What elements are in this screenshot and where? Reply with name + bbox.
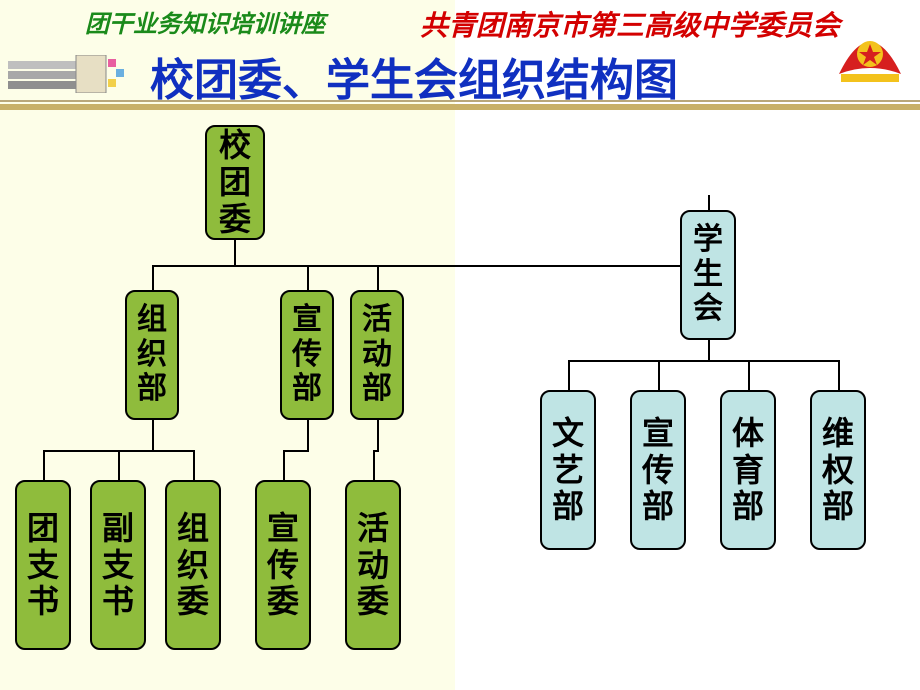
org-node-tyb: 体育部 — [720, 390, 776, 550]
connector — [377, 420, 379, 450]
org-node-char: 部 — [822, 488, 854, 525]
org-node-char: 会 — [693, 292, 723, 327]
org-node-char: 支 — [102, 547, 134, 584]
org-node-xcw: 宣传委 — [255, 480, 311, 650]
org-node-char: 宣 — [267, 510, 299, 547]
org-node-char: 文 — [552, 415, 584, 452]
page-title: 校团委、学生会组织结构图 — [150, 44, 678, 108]
org-node-org: 组织部 — [125, 290, 179, 420]
connector — [377, 265, 379, 290]
org-node-char: 传 — [642, 452, 674, 489]
org-node-char: 委 — [357, 583, 389, 620]
connector — [748, 360, 750, 390]
org-node-char: 活 — [362, 303, 392, 338]
org-node-char: 委 — [219, 201, 251, 238]
org-node-char: 部 — [642, 488, 674, 525]
org-node-char: 宣 — [292, 303, 322, 338]
org-node-char: 权 — [822, 452, 854, 489]
org-node-char: 组 — [137, 303, 167, 338]
connector — [283, 450, 285, 480]
connector — [568, 360, 840, 362]
org-node-char: 支 — [27, 547, 59, 584]
org-node-char: 动 — [357, 547, 389, 584]
connector — [152, 265, 154, 290]
org-node-char: 育 — [732, 452, 764, 489]
org-node-tzs: 团支书 — [15, 480, 71, 650]
org-node-char: 书 — [102, 583, 134, 620]
connector — [152, 265, 710, 267]
org-node-char: 学 — [693, 223, 723, 258]
org-node-char: 传 — [267, 547, 299, 584]
org-node-char: 生 — [693, 258, 723, 293]
connector — [568, 360, 570, 390]
header-left: 团干业务知识培训讲座 — [85, 4, 325, 39]
youth-league-emblem-icon — [835, 28, 905, 84]
header-right: 共青团南京市第三高级中学委员会 — [420, 4, 840, 44]
org-node-char: 维 — [822, 415, 854, 452]
org-node-char: 委 — [177, 583, 209, 620]
org-node-char: 部 — [137, 372, 167, 407]
org-node-zzw: 组织委 — [165, 480, 221, 650]
clip-icon — [8, 55, 128, 93]
org-node-char: 书 — [27, 583, 59, 620]
connector — [708, 340, 710, 360]
org-node-char: 部 — [292, 372, 322, 407]
org-node-char: 委 — [267, 583, 299, 620]
connector — [118, 450, 120, 480]
connector — [658, 360, 660, 390]
org-node-char: 部 — [732, 488, 764, 525]
org-node-char: 校 — [219, 127, 251, 164]
org-node-char: 活 — [357, 510, 389, 547]
org-node-wqb: 维权部 — [810, 390, 866, 550]
connector — [234, 240, 236, 265]
org-node-char: 宣 — [642, 415, 674, 452]
org-node-char: 体 — [732, 415, 764, 452]
connector — [307, 420, 309, 450]
org-node-char: 织 — [177, 547, 209, 584]
org-node-wyb: 文艺部 — [540, 390, 596, 550]
org-node-pub: 宣传部 — [280, 290, 334, 420]
org-node-root: 校团委 — [205, 125, 265, 240]
org-node-su: 学生会 — [680, 210, 736, 340]
org-node-fzs: 副支书 — [90, 480, 146, 650]
connector — [307, 265, 309, 290]
connector — [152, 420, 154, 450]
org-node-char: 动 — [362, 338, 392, 373]
org-node-char: 传 — [292, 338, 322, 373]
org-node-char: 团 — [27, 510, 59, 547]
org-node-char: 部 — [362, 372, 392, 407]
org-node-hdw: 活动委 — [345, 480, 401, 650]
connector — [43, 450, 45, 480]
connector — [193, 450, 195, 480]
org-node-char: 组 — [177, 510, 209, 547]
org-node-char: 副 — [102, 510, 134, 547]
org-node-char: 团 — [219, 164, 251, 201]
connector — [283, 450, 309, 452]
org-node-char: 织 — [137, 338, 167, 373]
org-node-char: 艺 — [552, 452, 584, 489]
org-node-act: 活动部 — [350, 290, 404, 420]
connector — [838, 360, 840, 390]
connector — [373, 450, 375, 480]
org-node-char: 部 — [552, 488, 584, 525]
org-node-xcb: 宣传部 — [630, 390, 686, 550]
connector — [708, 195, 710, 210]
